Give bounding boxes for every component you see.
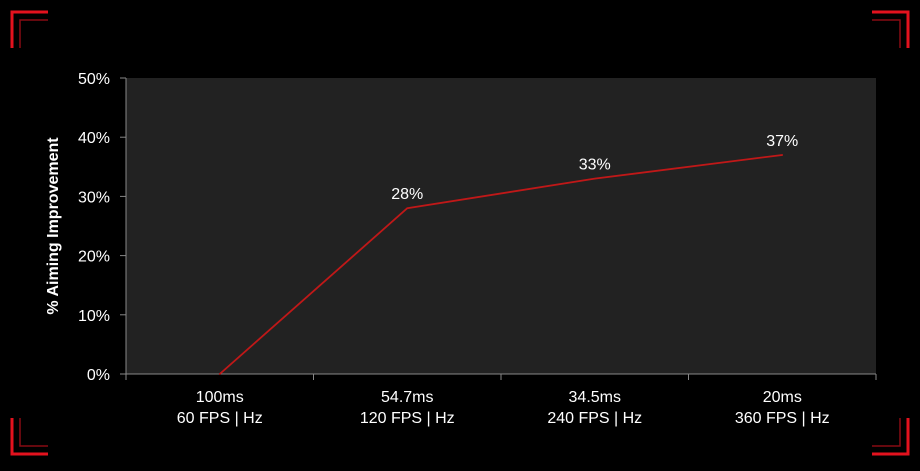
x-tick-label: 34.5ms — [569, 389, 621, 406]
data-label: 28% — [391, 186, 423, 203]
x-tick-label: 360 FPS | Hz — [735, 410, 830, 427]
data-point — [406, 207, 409, 210]
data-label: 37% — [766, 133, 798, 150]
x-tick-label: 100ms — [196, 389, 244, 406]
y-tick-label: 10% — [78, 308, 110, 325]
x-tick-label: 20ms — [763, 389, 802, 406]
corner-accent-top-right-inner — [872, 19, 901, 48]
series-layer — [218, 154, 784, 375]
data-label: 33% — [579, 157, 611, 174]
x-tick-label: 60 FPS | Hz — [177, 410, 263, 427]
corner-accent-top-left — [10, 10, 48, 48]
corner-accent-top-left-inner — [19, 19, 48, 48]
y-tick-label: 0% — [87, 367, 110, 384]
corner-accent-top-right — [872, 10, 910, 48]
x-axis: 100ms 60 FPS | Hz 54.7ms 120 FPS | Hz 34.5ms… — [125, 373, 877, 427]
corner-accent-bottom-left-inner — [19, 418, 48, 447]
y-tick-label: 50% — [78, 71, 110, 88]
corner-accent-bottom-right-inner — [872, 418, 901, 447]
data-label-layer: 28% 33% 37% — [391, 133, 798, 203]
x-tick-label: 240 FPS | Hz — [547, 410, 642, 427]
corner-accent-bottom-right — [872, 418, 910, 456]
x-tick-label: 120 FPS | Hz — [360, 410, 455, 427]
y-axis: 0% 10% 20% 30% 40% 50% — [78, 71, 127, 384]
plot-area — [126, 78, 876, 374]
series-line — [219, 154, 783, 375]
x-tick-label: 54.7ms — [381, 389, 433, 406]
data-point — [781, 154, 784, 156]
corner-accent-bottom-left — [10, 418, 48, 456]
y-tick-label: 20% — [78, 249, 110, 266]
y-axis-title: % Aiming Improvement — [45, 137, 62, 315]
corner-decorations — [10, 10, 910, 456]
y-tick-label: 30% — [78, 189, 110, 206]
data-point — [593, 177, 596, 180]
data-point — [218, 373, 221, 375]
y-tick-label: 40% — [78, 130, 110, 147]
